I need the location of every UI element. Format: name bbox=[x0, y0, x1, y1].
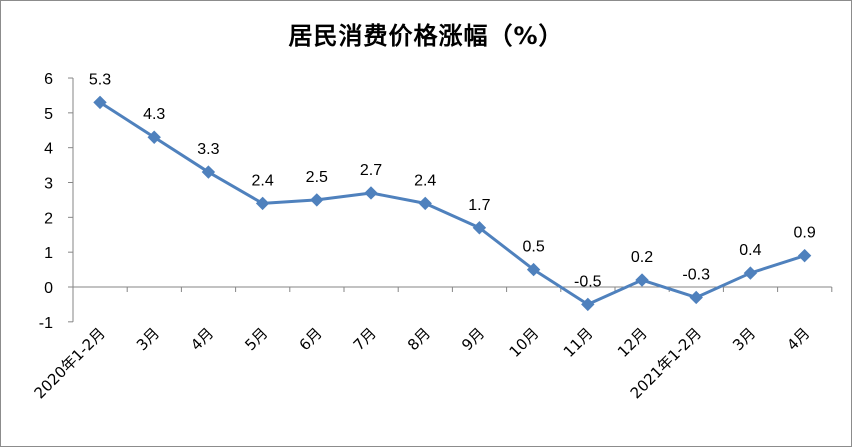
x-tick-label: 2020年1-2月 bbox=[31, 324, 109, 402]
data-point bbox=[418, 196, 432, 211]
data-label: 3.3 bbox=[197, 141, 219, 158]
data-label: 2.4 bbox=[251, 172, 273, 189]
data-label: 1.7 bbox=[468, 197, 490, 214]
y-tick-label: 5 bbox=[44, 106, 53, 123]
data-label: 2.5 bbox=[306, 169, 328, 186]
y-tick-label: 4 bbox=[44, 141, 53, 158]
data-label: 0.2 bbox=[631, 249, 653, 266]
data-point bbox=[635, 273, 649, 287]
x-tick-label: 3月 bbox=[729, 324, 759, 354]
data-point bbox=[201, 165, 216, 179]
data-label: -0.5 bbox=[574, 273, 602, 290]
x-tick-label: 9月 bbox=[458, 324, 488, 354]
data-label: 5.3 bbox=[89, 71, 111, 88]
data-label: 2.7 bbox=[360, 162, 382, 179]
y-tick-label: 0 bbox=[44, 280, 53, 297]
data-label: 0.5 bbox=[522, 239, 544, 256]
y-tick-label: 2 bbox=[44, 210, 53, 227]
chart-title: 居民消费价格涨幅（%） bbox=[288, 22, 564, 50]
data-point bbox=[797, 248, 812, 263]
x-tick-label: 8月 bbox=[404, 324, 434, 354]
x-tick-label: 4月 bbox=[187, 324, 217, 354]
data-point bbox=[255, 196, 270, 211]
x-tick-label: 11月 bbox=[560, 324, 597, 361]
x-tick-label: 4月 bbox=[783, 324, 813, 354]
x-tick-label: 5月 bbox=[241, 324, 271, 354]
x-tick-label: 3月 bbox=[133, 324, 163, 354]
x-tick-label: 7月 bbox=[350, 324, 380, 354]
data-label: 4.3 bbox=[143, 106, 165, 123]
x-tick-label: 12月 bbox=[614, 324, 651, 361]
data-point bbox=[93, 95, 107, 110]
data-point bbox=[581, 297, 595, 312]
x-tick-label: 6月 bbox=[296, 324, 326, 354]
data-label: -0.3 bbox=[682, 266, 710, 283]
data-point bbox=[743, 266, 758, 280]
data-point bbox=[310, 193, 324, 207]
data-point bbox=[364, 186, 378, 200]
y-tick-label: -1 bbox=[39, 315, 53, 332]
x-tick-label: 10月 bbox=[506, 324, 543, 361]
data-point bbox=[147, 130, 161, 144]
y-tick-label: 3 bbox=[44, 176, 53, 193]
data-point bbox=[689, 290, 703, 305]
data-label: 0.4 bbox=[739, 242, 761, 259]
y-tick-label: 1 bbox=[44, 245, 53, 262]
data-label: 2.4 bbox=[414, 172, 436, 189]
series-line bbox=[99, 101, 806, 306]
data-point bbox=[526, 262, 541, 277]
y-tick-label: 6 bbox=[44, 71, 53, 88]
data-label: 0.9 bbox=[793, 225, 815, 242]
data-point bbox=[472, 221, 487, 235]
